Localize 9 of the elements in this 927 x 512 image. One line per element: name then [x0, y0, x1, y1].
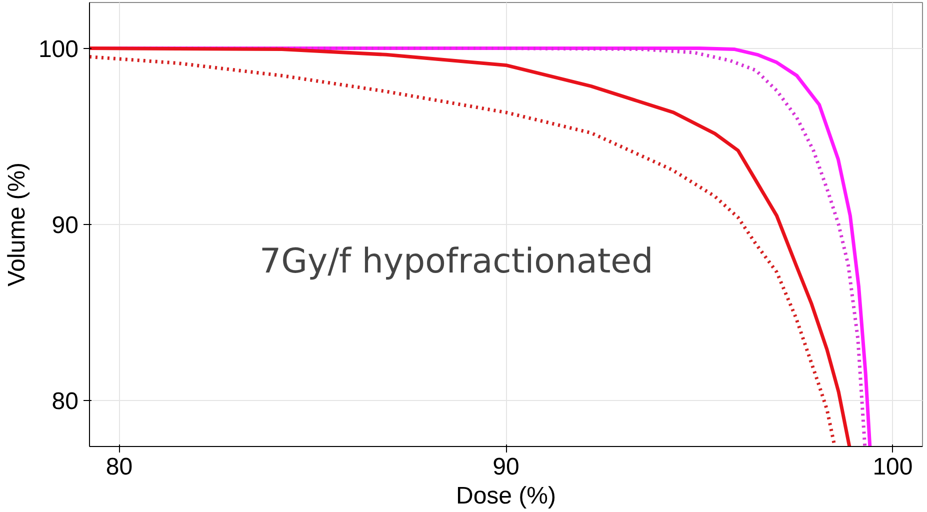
x-tick-label: 100 [872, 454, 913, 480]
y-tick-label: 100 [38, 36, 79, 63]
y-axis-title: Volume (%) [3, 162, 30, 287]
x-tick-label: 80 [106, 454, 133, 480]
x-axis-title: Dose (%) [456, 482, 556, 510]
y-tick-label: 90 [52, 212, 79, 239]
annotation: 7Gy/f hypofractionated [260, 242, 654, 282]
y-tick-label: 80 [52, 388, 79, 416]
x-tick-label: 90 [492, 454, 520, 480]
